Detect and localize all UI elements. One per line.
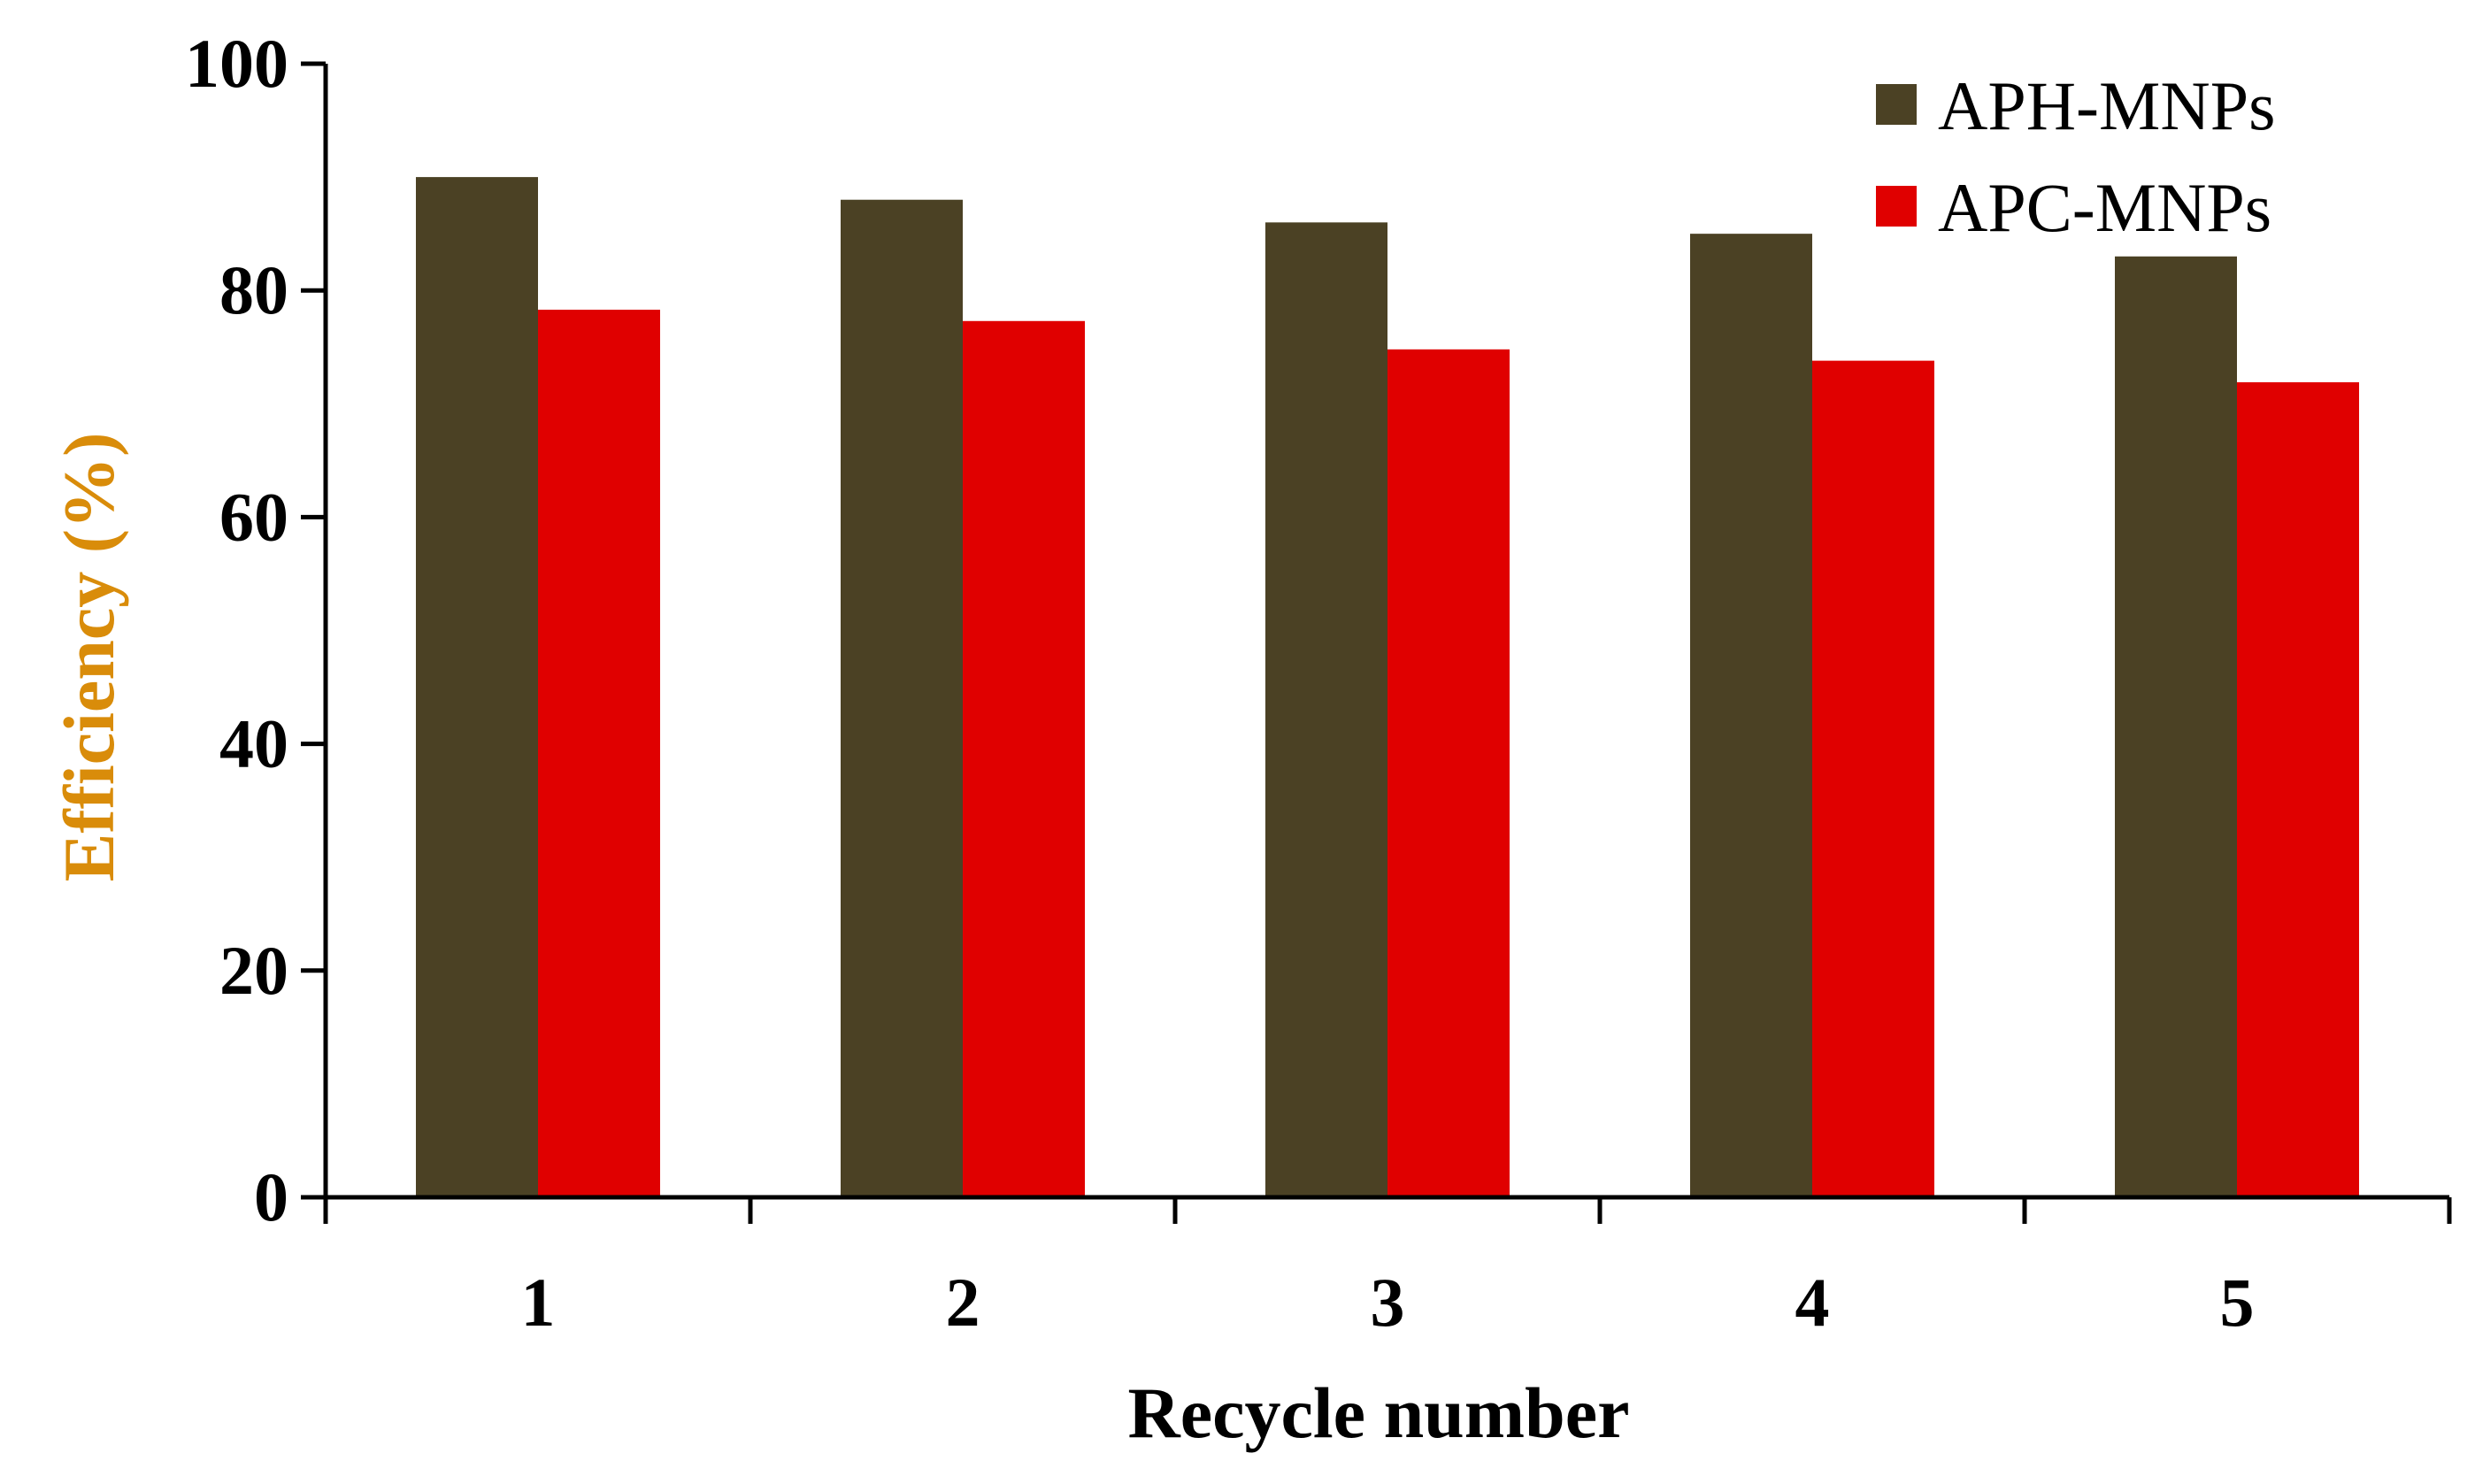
bar-apc-mnps-4 bbox=[1812, 360, 1934, 1197]
legend-swatch-aph-mnps bbox=[1876, 84, 1917, 125]
legend-label-apc-mnps: APC-MNPs bbox=[1938, 169, 2271, 246]
bar-apc-mnps-2 bbox=[963, 320, 1085, 1197]
x-tick-label: 5 bbox=[2220, 1264, 2255, 1341]
bars-layer bbox=[416, 177, 2359, 1198]
y-tick-label: 20 bbox=[219, 932, 288, 1009]
legend-swatch-apc-mnps bbox=[1876, 186, 1917, 227]
bar-aph-mnps-4 bbox=[1690, 234, 1812, 1197]
y-tick-label: 100 bbox=[185, 25, 288, 102]
y-tick-label: 60 bbox=[219, 478, 288, 555]
bar-apc-mnps-3 bbox=[1387, 349, 1510, 1197]
x-tick-label: 4 bbox=[1795, 1264, 1830, 1341]
y-axis-title: Efficiency (%) bbox=[49, 433, 129, 882]
bar-aph-mnps-5 bbox=[2115, 256, 2237, 1197]
x-tick-label: 3 bbox=[1371, 1264, 1405, 1341]
bar-aph-mnps-2 bbox=[841, 199, 963, 1198]
y-ticks: 0 20 40 60 80 100 bbox=[185, 25, 326, 1235]
x-tick-label: 2 bbox=[946, 1264, 980, 1341]
y-tick-label: 40 bbox=[219, 705, 288, 782]
y-tick-label: 80 bbox=[219, 251, 288, 328]
legend-label-aph-mnps: APH-MNPs bbox=[1938, 67, 2275, 144]
y-tick-label: 0 bbox=[254, 1158, 288, 1235]
bar-aph-mnps-3 bbox=[1265, 222, 1387, 1198]
bar-apc-mnps-1 bbox=[538, 309, 660, 1197]
x-axis-title: Recycle number bbox=[1128, 1373, 1630, 1453]
legend: APH-MNPs APC-MNPs bbox=[1876, 67, 2275, 246]
bar-aph-mnps-1 bbox=[416, 177, 538, 1198]
x-tick-label: 1 bbox=[521, 1264, 556, 1341]
x-ticks: 1 2 3 4 5 bbox=[323, 1197, 2452, 1341]
bar-apc-mnps-5 bbox=[2237, 381, 2359, 1197]
